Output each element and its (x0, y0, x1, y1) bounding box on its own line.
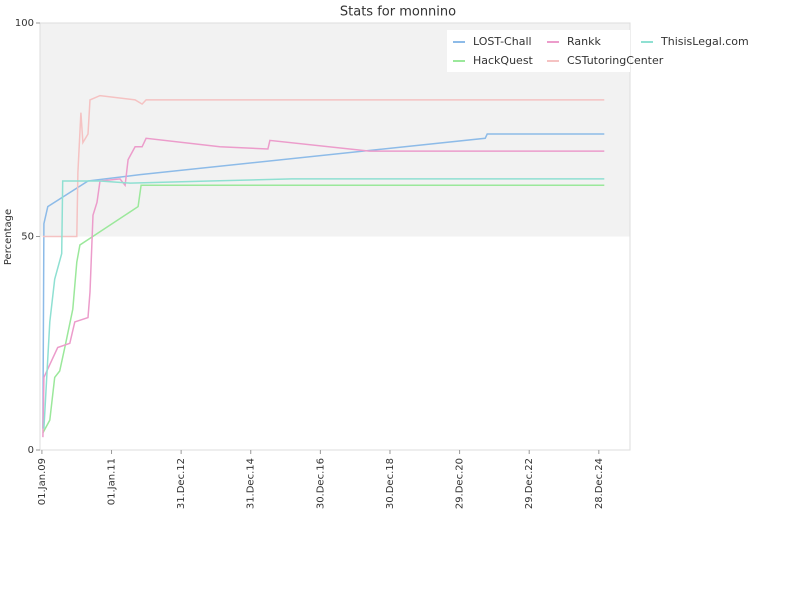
series-line (42, 137, 605, 438)
x-tick-label: 30.Dec.16 (315, 458, 326, 509)
x-tick-label: 31.Dec.12 (176, 458, 187, 509)
series-line (42, 133, 605, 429)
legend-label: LOST-Chall (473, 35, 532, 48)
x-tick-label: 30.Dec.18 (385, 458, 396, 509)
x-tick-label: 31.Dec.14 (246, 458, 257, 509)
y-axis-label: Percentage (3, 209, 14, 265)
x-tick-label: 01.Jan.11 (107, 458, 118, 505)
x-tick-label: 29.Dec.22 (524, 458, 535, 509)
x-tick-label: 28.Dec.24 (594, 458, 605, 509)
legend-label: ThisisLegal.com (660, 35, 749, 48)
y-tick-label: 0 (28, 445, 34, 456)
legend-label: Rankk (567, 35, 601, 48)
y-tick-label: 50 (21, 232, 34, 243)
chart-title: Stats for monnino (340, 5, 456, 20)
x-tick-label: 01.Jan.09 (37, 458, 48, 505)
series-line (42, 94, 605, 238)
y-tick-label: 100 (15, 18, 34, 29)
legend-label: CSTutoringCenter (567, 54, 664, 67)
legend-label: HackQuest (473, 54, 534, 67)
series-line (42, 184, 605, 434)
series-line (43, 178, 605, 429)
x-tick-label: 29.Dec.20 (455, 458, 466, 509)
legend-box (447, 30, 630, 72)
